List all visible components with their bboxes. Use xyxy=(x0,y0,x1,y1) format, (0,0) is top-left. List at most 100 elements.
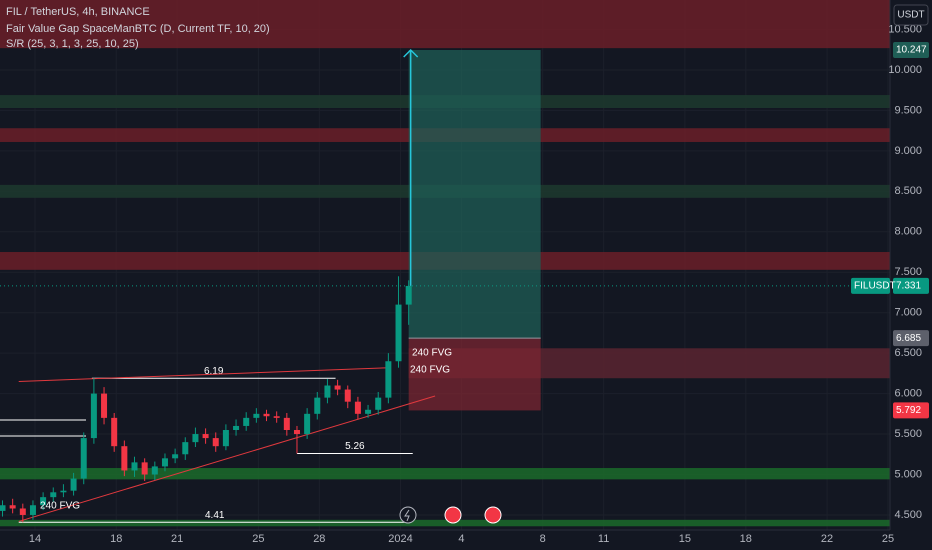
candle-body xyxy=(192,434,199,443)
candle-body xyxy=(375,397,382,410)
candle-body xyxy=(121,446,128,471)
y-tick-label: 10.000 xyxy=(888,64,922,76)
x-tick-label: 28 xyxy=(313,533,325,545)
candle-body xyxy=(101,393,108,418)
x-tick-label: 22 xyxy=(821,533,833,545)
plot-area: 6.19 5.26 4.41 xyxy=(0,0,890,527)
candle-body xyxy=(273,416,280,418)
candle xyxy=(131,456,138,477)
candle xyxy=(243,412,250,431)
event-icon-glyph xyxy=(404,509,410,522)
candle-body xyxy=(131,462,138,471)
event-icon[interactable] xyxy=(444,506,462,524)
candle xyxy=(9,498,16,514)
candle xyxy=(19,503,26,523)
candle xyxy=(161,453,168,472)
candle-body xyxy=(50,492,57,498)
candle xyxy=(70,472,77,496)
candle xyxy=(375,391,382,415)
candle xyxy=(182,437,189,460)
y-tick-label: 7.000 xyxy=(894,307,922,319)
candle-body xyxy=(293,430,300,435)
candle-body xyxy=(172,454,179,459)
candle xyxy=(273,411,280,423)
candle-body xyxy=(222,430,229,447)
candle-body xyxy=(354,401,361,414)
x-tick-label: 25 xyxy=(252,533,264,545)
target-badge-text: 10.247 xyxy=(896,45,927,56)
candle-body xyxy=(161,458,168,467)
candle xyxy=(202,428,209,444)
candle-body xyxy=(405,285,412,305)
trendline xyxy=(18,395,436,522)
currency-label[interactable]: USDT xyxy=(897,10,924,21)
candle xyxy=(293,425,300,454)
candle-body xyxy=(9,505,16,509)
candle-body xyxy=(253,413,260,418)
x-tick-label: 2024 xyxy=(388,533,412,545)
axes: 4.500 5.000 5.500 6.000 6.500 7.000 7.500 8.000… xyxy=(29,23,929,545)
candle-body xyxy=(90,393,97,439)
currency-button[interactable] xyxy=(893,4,929,26)
candle-body xyxy=(111,417,118,447)
y-tick-label: 5.000 xyxy=(894,468,922,480)
event-icons xyxy=(399,506,502,524)
fvg-label: 240 FVG xyxy=(40,501,80,512)
candle xyxy=(253,408,260,423)
fvg-label: 240 FVG xyxy=(410,365,450,376)
candle xyxy=(395,276,402,368)
candle-body xyxy=(395,304,402,362)
x-tick-label: 4 xyxy=(458,533,464,545)
stop-zone xyxy=(408,338,541,411)
candle xyxy=(212,432,219,452)
level-label: 5.26 xyxy=(345,441,365,452)
x-tick-label: 21 xyxy=(171,533,183,545)
y-tick-label: 6.500 xyxy=(894,347,922,359)
y-tick-label: 10.500 xyxy=(888,23,922,35)
candle-body xyxy=(19,508,26,515)
candle xyxy=(222,424,229,451)
candle-body xyxy=(212,438,219,447)
event-icon[interactable] xyxy=(484,506,502,524)
y-tick-label: 9.500 xyxy=(894,104,922,116)
indicator-label: Fair Value Gap SpaceManBTC (D, Current T… xyxy=(6,23,270,35)
candle xyxy=(111,413,118,452)
candle xyxy=(101,387,108,425)
target-zone xyxy=(408,49,541,339)
x-tick-label: 8 xyxy=(540,533,546,545)
event-icon[interactable] xyxy=(399,506,417,524)
x-tick-label: 11 xyxy=(598,533,609,545)
level-label: 6.19 xyxy=(204,366,224,377)
candle xyxy=(405,280,412,325)
candle-body xyxy=(385,361,392,398)
candle xyxy=(192,427,199,447)
zone xyxy=(0,468,890,480)
candle xyxy=(344,385,351,409)
candle-body xyxy=(40,497,47,506)
candle xyxy=(121,440,128,477)
candle-body xyxy=(141,462,148,475)
candle-body xyxy=(233,425,240,431)
symbol-badge xyxy=(851,277,890,294)
candle-body xyxy=(283,417,290,431)
last-price-badge-text: 7.331 xyxy=(896,281,921,292)
level-label: 4.41 xyxy=(205,510,225,521)
candle-body xyxy=(365,409,372,414)
y-tick-label: 9.000 xyxy=(894,145,922,157)
indicator-label: S/R (25, 3, 1, 3, 25, 10, 25) xyxy=(6,38,139,50)
x-tick-label: 25 xyxy=(882,533,894,545)
candle xyxy=(141,458,148,481)
candle xyxy=(90,378,97,444)
candle-body xyxy=(344,389,351,402)
candle-body xyxy=(334,385,341,390)
candle-body xyxy=(80,438,87,479)
candle-body xyxy=(263,413,270,417)
candle-body xyxy=(0,505,6,511)
candle xyxy=(283,413,290,436)
candle xyxy=(304,408,311,439)
candle-body xyxy=(29,505,36,515)
entry-badge-text: 6.685 xyxy=(896,333,921,344)
candle-body xyxy=(202,434,209,439)
symbol-badge-text: FILUSDT xyxy=(854,281,896,292)
